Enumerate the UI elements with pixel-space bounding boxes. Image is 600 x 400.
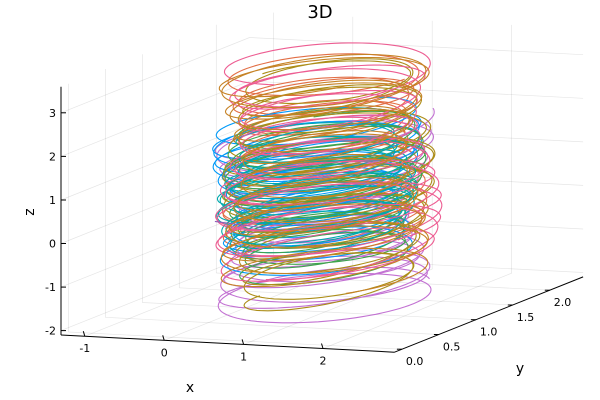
gridline-y-floor	[179, 287, 513, 306]
gridline-y-floor	[105, 316, 439, 335]
x-tick-label: 0	[161, 346, 168, 359]
y-tick-label: 2.0	[554, 296, 572, 309]
trajectory-layer	[212, 42, 443, 324]
z-tick-label: -2	[45, 325, 56, 338]
chart-title: 3D	[307, 2, 332, 23]
y-tick-label: 0.5	[443, 341, 461, 354]
x-tick-mark	[321, 343, 324, 349]
gridline-z-side	[60, 211, 250, 288]
z-tick-label: 1	[49, 194, 56, 207]
gridline-x-floor	[84, 260, 274, 337]
trajectory-series	[215, 42, 443, 282]
y-axis-line	[394, 276, 584, 353]
x-tick-mark	[162, 335, 165, 341]
x-tick-mark	[82, 331, 86, 337]
x-axis-line	[60, 334, 395, 353]
x-tick-label: -1	[79, 342, 90, 355]
y-tick-label: 1.0	[480, 326, 498, 339]
gridline-y-floor	[216, 272, 550, 291]
gridline-z-back	[249, 37, 584, 56]
gridline-z-side	[60, 80, 250, 157]
axis-layer: -1 0 1 2 0.0 0.5 1.0 1.5 2.0 -2 -1 0 1 2 3	[45, 86, 584, 368]
gridline-z-side	[60, 124, 250, 201]
y-axis-label: y	[516, 361, 524, 377]
y-tick-label: 1.5	[517, 311, 535, 324]
x-tick-mark	[241, 339, 245, 345]
z-axis-label: z	[22, 208, 38, 215]
trajectory-series	[218, 53, 430, 294]
z-tick-label: 3	[49, 107, 56, 120]
gridline-x-floor	[322, 272, 512, 349]
gridline-x-floor	[243, 268, 433, 345]
z-tick-label: -1	[45, 281, 56, 294]
gridline-z-side	[60, 37, 250, 114]
z-tick-label: 0	[49, 238, 56, 251]
y-tick-label: 0.0	[406, 355, 424, 368]
gridline-y-floor	[142, 302, 476, 321]
gridline-y-floor	[68, 331, 402, 350]
gridline-z-side	[60, 254, 250, 331]
x-tick-label: 2	[320, 355, 327, 368]
x-axis-label: x	[186, 380, 194, 396]
trajectory-initial-segment	[214, 220, 271, 230]
z-tick-label: 2	[49, 150, 56, 163]
x-tick-label: 1	[240, 350, 247, 363]
